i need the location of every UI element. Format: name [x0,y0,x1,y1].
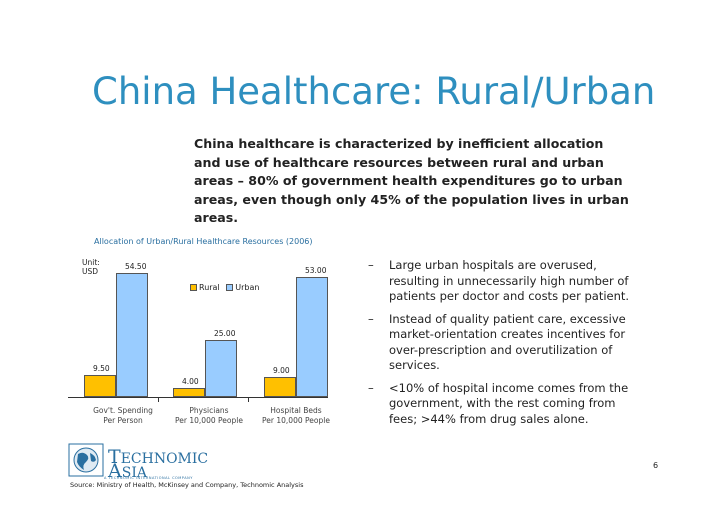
bar-urban-1 [205,340,237,397]
page-number: 6 [653,461,659,470]
chart-title: Allocation of Urban/Rural Healthcare Res… [94,237,313,246]
bullet-text: Instead of quality patient care, excessi… [389,311,626,373]
logo-wordmark-line2: ASIA [108,460,147,482]
category-label-hospital-beds: Hospital Beds Per 10,000 People [251,406,341,426]
legend-swatch-rural [190,284,197,291]
data-label-rural-2: 9.00 [273,365,290,375]
bar-rural-0 [84,375,116,397]
chart-unit-label: Unit: USD [82,258,100,276]
technomic-globe-icon [68,443,104,477]
category-label-physicians: Physicians Per 10,000 People [164,406,254,426]
logo-wordmark-line1: TECHNOMIC [108,446,208,468]
bullet-list: – Large urban hospitals are overused, re… [368,258,638,434]
data-label-rural-0: 9.50 [93,364,110,374]
slide-title: China Healthcare: Rural/Urban [92,70,656,113]
category-label-line: Physicians [189,406,229,415]
axis-tick [158,397,159,402]
bullet-item: – Instead of quality patient care, exces… [368,312,638,374]
bullet-marker: – [368,258,374,272]
logo-initial: T [108,446,121,468]
legend-label-urban: Urban [235,283,260,292]
bullet-item: – <10% of hospital income comes from the… [368,381,638,428]
data-label-rural-1: 4.00 [182,376,199,386]
bullet-text: Large urban hospitals are overused, resu… [389,258,630,303]
data-label-urban-1: 25.00 [214,329,236,339]
logo-text: ECHNOMIC [120,451,209,467]
category-label-line: Hospital Beds [270,406,322,415]
bar-urban-0 [116,273,148,397]
bullet-marker: – [368,311,374,326]
category-label-line: Gov't. Spending [93,406,153,415]
bar-urban-2 [296,276,328,397]
bar-rural-2 [264,376,296,397]
chart-x-axis [68,397,328,398]
data-label-urban-0: 54.50 [125,262,147,272]
bullet-text: <10% of hospital income comes from the g… [389,380,629,426]
bar-rural-1 [173,387,205,397]
legend-swatch-urban [226,284,234,291]
intro-text: China healthcare is characterized by ine… [194,136,629,225]
legend-label-rural: Rural [199,283,220,292]
category-label-line: Per Person [103,416,143,425]
bullet-item: – Large urban hospitals are overused, re… [368,258,638,305]
data-label-urban-2: 53.00 [305,265,327,275]
logo-text: SIA [121,465,147,481]
category-label-govt-spending: Gov't. Spending Per Person [78,406,168,426]
axis-tick [248,397,249,402]
source-note: Source: Ministry of Health, McKinsey and… [70,481,304,489]
chart-legend: Rural Urban [190,283,259,292]
logo-tagline: A TECHNOMIC INTERNATIONAL COMPANY [104,476,193,480]
category-label-line: Per 10,000 People [262,416,330,425]
logo-initial: A [108,460,122,482]
bullet-marker: – [368,380,374,395]
category-label-line: Per 10,000 People [175,416,243,425]
